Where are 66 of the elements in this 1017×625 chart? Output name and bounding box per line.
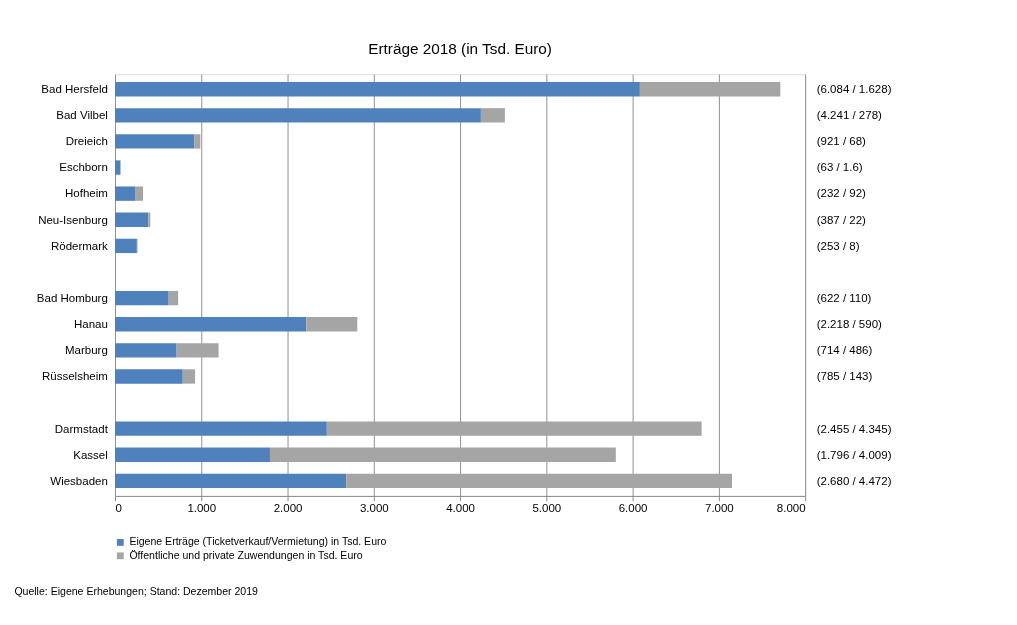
text: (2.680 / 4.472) [816, 474, 892, 487]
x-tick-label: 2.000 [273, 501, 303, 514]
text: (622 / 110) [816, 291, 872, 304]
bar [115, 473, 347, 489]
y-tick-label: Rödermark [50, 239, 109, 252]
bar [115, 238, 137, 254]
y-tick-label: Marburg [65, 344, 108, 357]
text: (63 / 1.6) [816, 161, 863, 174]
chart-title: Erträge 2018 (in Tsd. Euro) [368, 40, 552, 58]
x-tick-label: 8.000 [776, 501, 806, 514]
bar [115, 290, 169, 306]
y-tick-label: Bad Hersfeld [41, 83, 108, 96]
bar [115, 212, 149, 227]
y-tick-label: Hofheim [65, 187, 108, 200]
bar [306, 317, 358, 332]
bar [135, 186, 143, 201]
text: (387 / 22) [816, 213, 867, 226]
text: (4.241 / 278) [816, 109, 883, 122]
text: (785 / 143) [816, 370, 873, 383]
bar [115, 108, 481, 123]
text: (2.455 / 4.345) [816, 422, 892, 435]
text: (232 / 92) [816, 187, 867, 200]
bar [346, 473, 733, 489]
x-tick-label: 4.000 [446, 501, 475, 514]
y-tick-label: Hanau [73, 318, 108, 331]
y-tick-label: Wiesbaden [50, 474, 108, 487]
x-tick-label: 7.000 [704, 501, 734, 514]
legend-label: Öffentliche und private Zuwendungen in Tsd. Euro [129, 548, 363, 561]
x-tick-label: 5.000 [532, 501, 562, 514]
y-tick-label: Dreieich [65, 135, 108, 148]
text: (2.218 / 590) [816, 318, 883, 331]
y-tick-label: Darmstadt [54, 422, 109, 435]
bar [480, 108, 505, 123]
bar [115, 82, 640, 97]
bar [115, 369, 183, 384]
bar [115, 421, 327, 436]
bar [115, 160, 121, 175]
bar [194, 134, 201, 149]
x-tick-label: 1.000 [187, 501, 217, 514]
y-tick-label: Rüsselsheim [42, 370, 108, 383]
x-tick-label: 6.000 [618, 501, 648, 514]
bar [115, 317, 307, 332]
text: (253 / 8) [816, 239, 860, 252]
y-tick-label: Eschborn [59, 161, 108, 174]
text: (1.796 / 4.009) [816, 448, 892, 461]
bar [168, 290, 179, 306]
bar [639, 82, 781, 97]
bar [326, 421, 702, 436]
y-tick-label: Bad Homburg [36, 291, 108, 304]
text: (6.084 / 1.628) [816, 83, 892, 96]
bar [115, 134, 195, 149]
source-note: Quelle: Eigene Erhebungen; Stand: Dezember 2019 [14, 584, 259, 597]
bar [115, 343, 177, 358]
y-tick-label: Neu-Isenburg [38, 213, 108, 226]
bar [115, 186, 136, 201]
y-tick-label: Bad Vilbel [56, 109, 108, 122]
bar [176, 343, 219, 358]
bar [115, 447, 270, 462]
bar [182, 369, 196, 384]
text: (921 / 68) [816, 135, 867, 148]
legend-label: Eigene Erträge (Ticketverkauf/Vermietung) in Tsd. Euro [129, 535, 387, 548]
x-tick-label: 3.000 [359, 501, 389, 514]
bar [269, 447, 616, 462]
y-tick-label: Kassel [73, 448, 108, 461]
text: (714 / 486) [816, 344, 873, 357]
x-tick-label: 0 [115, 501, 122, 514]
